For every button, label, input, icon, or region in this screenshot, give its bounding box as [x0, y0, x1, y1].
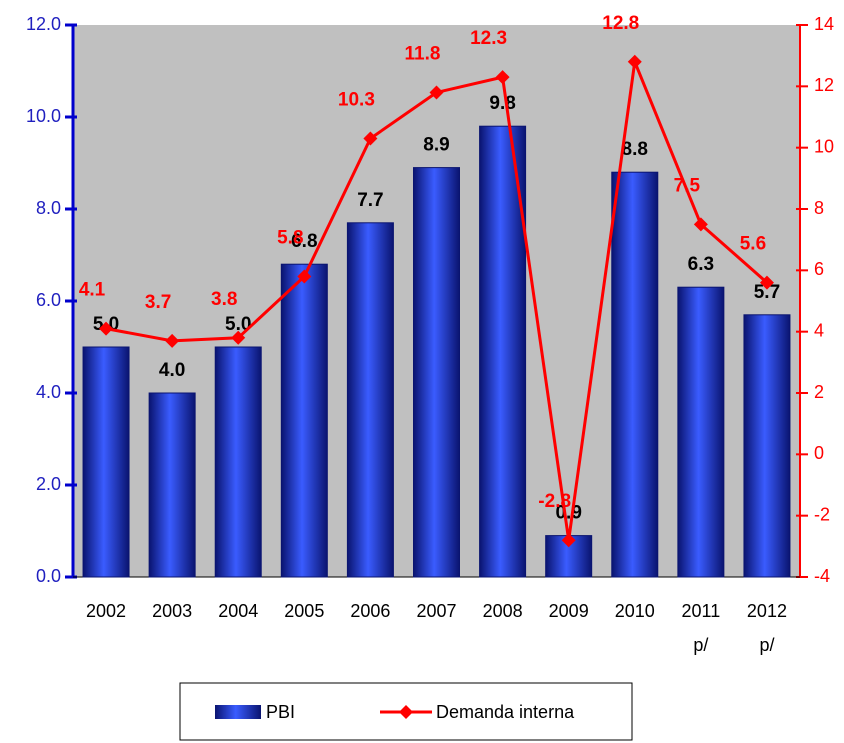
line-value-label: 3.7 [145, 292, 171, 313]
y2-tick-label: -4 [814, 566, 830, 586]
y2-tick-label: 8 [814, 198, 824, 218]
bar-value-label: 5.7 [754, 282, 780, 303]
line-marker [561, 533, 576, 548]
legend-label: Demanda interna [436, 702, 575, 722]
bar [214, 346, 262, 578]
bar-value-label: 6.8 [291, 231, 317, 252]
y-tick-label: 0.0 [36, 566, 61, 586]
y2-tick-label: 10 [814, 136, 834, 156]
y2-tick-label: 4 [814, 320, 824, 340]
x-tick-label: 2012 p/ [747, 601, 787, 655]
x-tick-label: 2010 [615, 601, 655, 621]
line-marker [429, 85, 444, 100]
x-tick-label: 2005 [284, 601, 324, 621]
line-value-label: 11.8 [405, 43, 441, 64]
legend-swatch [215, 705, 261, 719]
x-tick-label: 2009 [549, 601, 589, 621]
line-value-label: -2.8 [538, 491, 571, 512]
line-marker [297, 269, 312, 284]
y2-tick-label: 2 [814, 382, 824, 402]
line-marker [759, 275, 774, 290]
bar [611, 171, 659, 578]
line-value-label: 12.8 [602, 13, 639, 34]
bar-value-label: 9.8 [489, 93, 515, 114]
x-tick-label: 2008 [483, 601, 523, 621]
y-tick-label: 12.0 [26, 14, 61, 34]
bar [82, 346, 130, 578]
bar [479, 125, 527, 578]
bar [280, 263, 328, 578]
y2-tick-label: 14 [814, 14, 834, 34]
x-tick-label: 2006 [350, 601, 390, 621]
x-tick-label: 2004 [218, 601, 258, 621]
line-value-label: 5.8 [277, 227, 303, 248]
legend-label: PBI [266, 702, 295, 722]
y-tick-label: 8.0 [36, 198, 61, 218]
line-marker [693, 217, 708, 232]
y2-tick-label: 6 [814, 259, 824, 279]
x-tick-label: 2011 p/ [682, 601, 721, 655]
bar [677, 286, 725, 578]
bar-value-label: 8.9 [423, 135, 449, 156]
bar [743, 314, 791, 578]
line-marker [231, 330, 246, 345]
line-marker [99, 321, 114, 336]
y-tick-label: 2.0 [36, 474, 61, 494]
y2-tick-label: 12 [814, 75, 834, 95]
line-value-label: 7.5 [674, 175, 701, 196]
line-value-label: 5.6 [740, 234, 766, 255]
line-value-label: 4.1 [79, 280, 106, 301]
line-value-label: 12.3 [470, 28, 507, 49]
line-marker [495, 70, 510, 85]
line-marker [627, 54, 642, 69]
line-marker [363, 131, 378, 146]
bar [148, 392, 196, 578]
bar-value-label: 6.3 [688, 254, 714, 275]
line-marker [165, 333, 180, 348]
bar [346, 222, 394, 578]
y2-tick-label: -2 [814, 504, 830, 524]
y-tick-label: 6.0 [36, 290, 61, 310]
bar-value-label: 8.8 [622, 139, 648, 160]
y2-tick-label: 0 [814, 443, 824, 463]
bar-value-label: 4.0 [159, 360, 185, 381]
line-value-label: 10.3 [338, 89, 375, 110]
y-tick-label: 4.0 [36, 382, 61, 402]
line-value-label: 3.8 [211, 289, 237, 310]
x-tick-label: 2007 [416, 601, 456, 621]
x-tick-label: 2003 [152, 601, 192, 621]
legend-swatch [399, 705, 413, 719]
bar-value-label: 7.7 [357, 190, 383, 211]
bar-value-label: 0.9 [555, 503, 581, 524]
bar [413, 167, 460, 578]
y-tick-label: 10.0 [26, 106, 61, 126]
x-tick-label: 2002 [86, 601, 126, 621]
